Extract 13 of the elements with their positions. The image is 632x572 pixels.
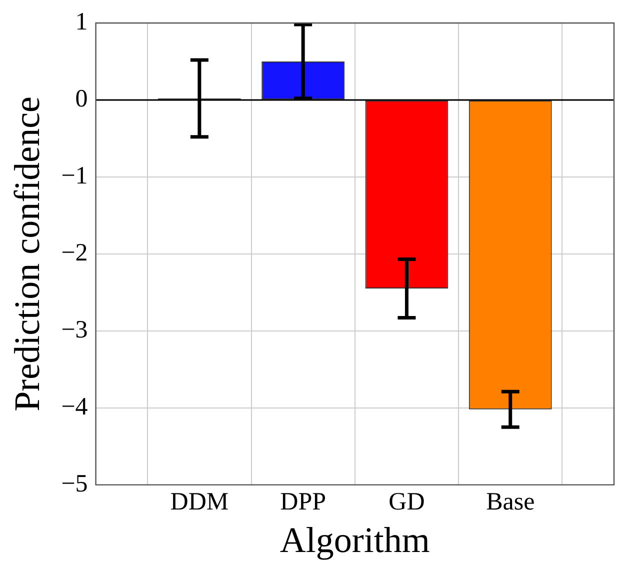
y-tick-label: −2	[61, 239, 88, 266]
x-tick-label: DDM	[170, 488, 229, 516]
x-tick-label: Base	[486, 488, 535, 516]
y-tick-label: 0	[75, 86, 88, 113]
y-tick-label: −3	[61, 316, 88, 344]
y-axis-title: Prediction confidence	[7, 96, 48, 412]
y-tick-label: −1	[61, 162, 88, 190]
x-tick-label: GD	[388, 488, 425, 516]
y-tick-label: −4	[61, 393, 88, 420]
y-tick-label: −5	[61, 470, 88, 498]
x-tick-label: DPP	[280, 488, 326, 516]
x-axis-title: Algorithm	[280, 520, 430, 560]
y-tick-label: 1	[75, 8, 88, 36]
